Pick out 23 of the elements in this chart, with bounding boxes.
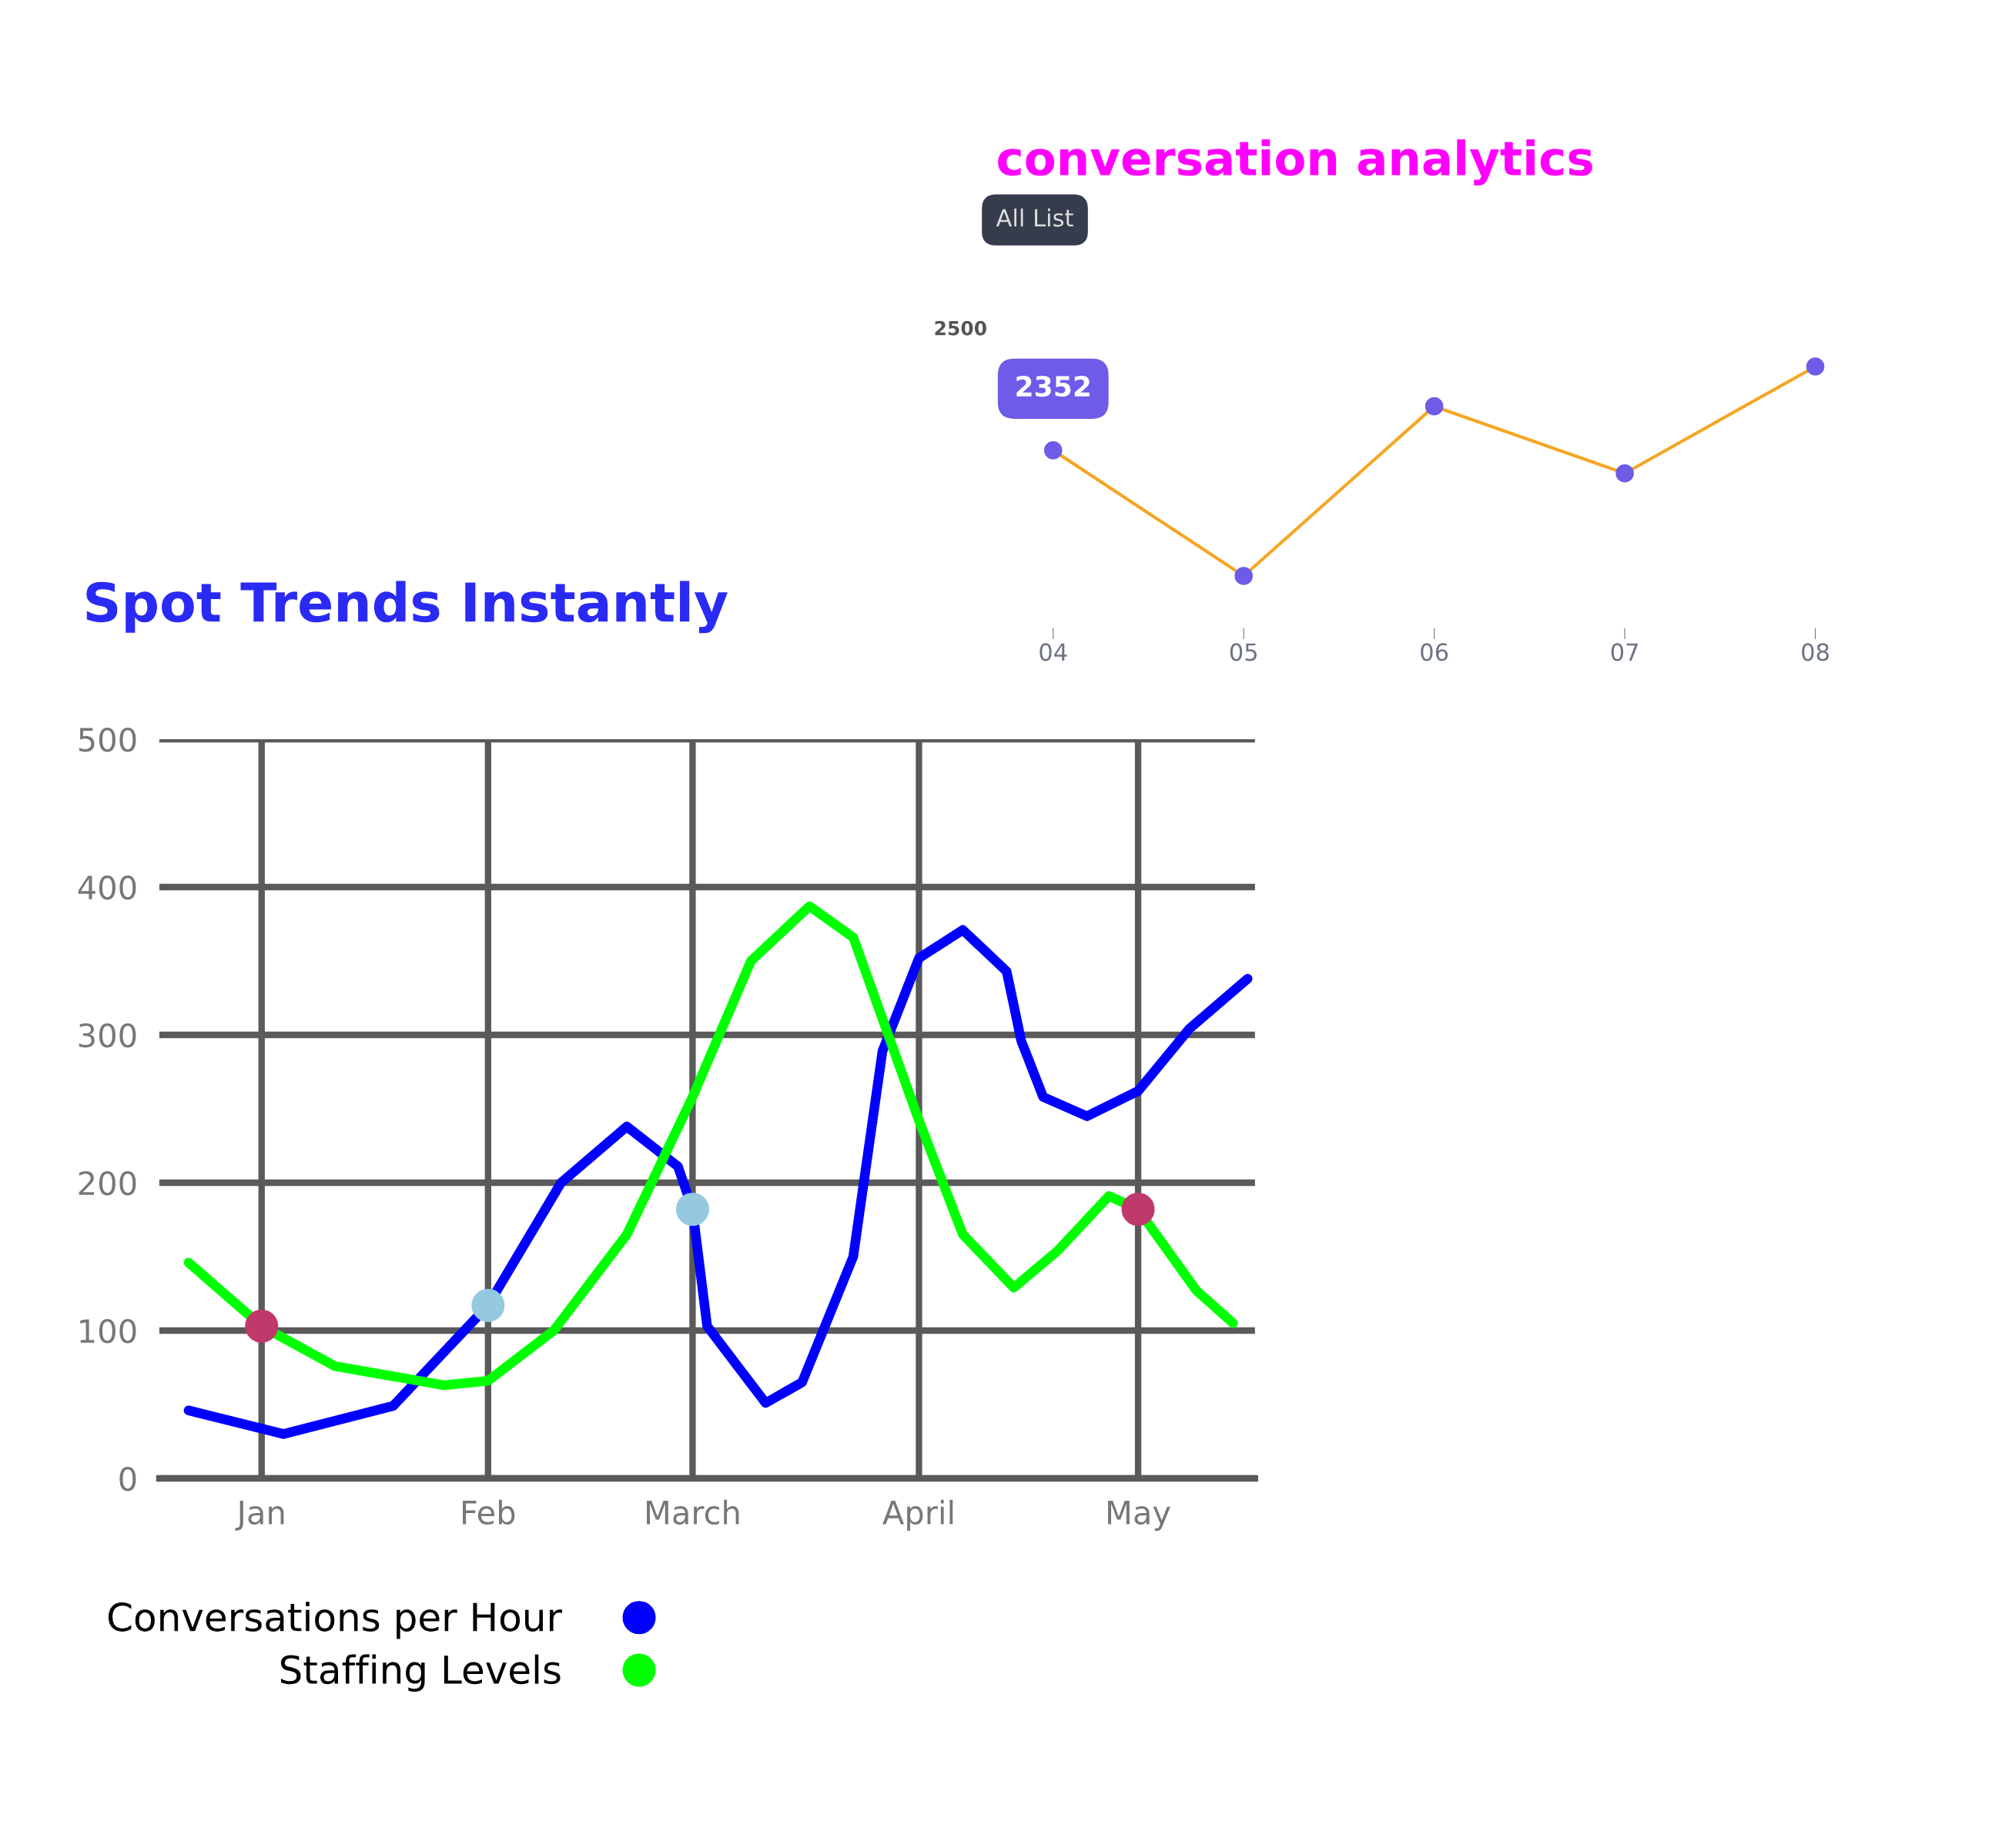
annotation: 2352 — [1016, 375, 1090, 397]
x-tick-label: 06 — [1421, 643, 1448, 661]
x-tick-label: 08 — [1802, 643, 1829, 661]
legend-label: Conversations per Hour — [108, 1602, 563, 1639]
text: All List — [996, 208, 1073, 227]
x-tick-label: Jan — [235, 1501, 284, 1531]
y-tick-label: 200 — [79, 1170, 136, 1196]
x-tick-label: Feb — [463, 1499, 515, 1525]
chart-title: Spot Trends Instantly — [86, 581, 728, 634]
legend-label: Staffing Levels — [280, 1654, 561, 1692]
chart-title: conversation analytics — [998, 139, 1592, 186]
y-tick-label: 300 — [79, 1023, 136, 1048]
y-tick-label: 500 — [79, 727, 136, 752]
y-tick-label: 100 — [80, 1318, 136, 1344]
text: 2500 — [935, 320, 986, 336]
x-tick-label: 05 — [1230, 643, 1257, 661]
x-tick-label: 07 — [1611, 643, 1638, 661]
y-tick-label: 0 — [119, 1466, 136, 1491]
x-tick-label: April — [882, 1499, 953, 1532]
y-tick-label: 400 — [78, 875, 136, 900]
x-tick-label: May — [1108, 1501, 1170, 1532]
x-tick-label: March — [647, 1499, 739, 1525]
x-tick-label: 04 — [1040, 643, 1067, 661]
